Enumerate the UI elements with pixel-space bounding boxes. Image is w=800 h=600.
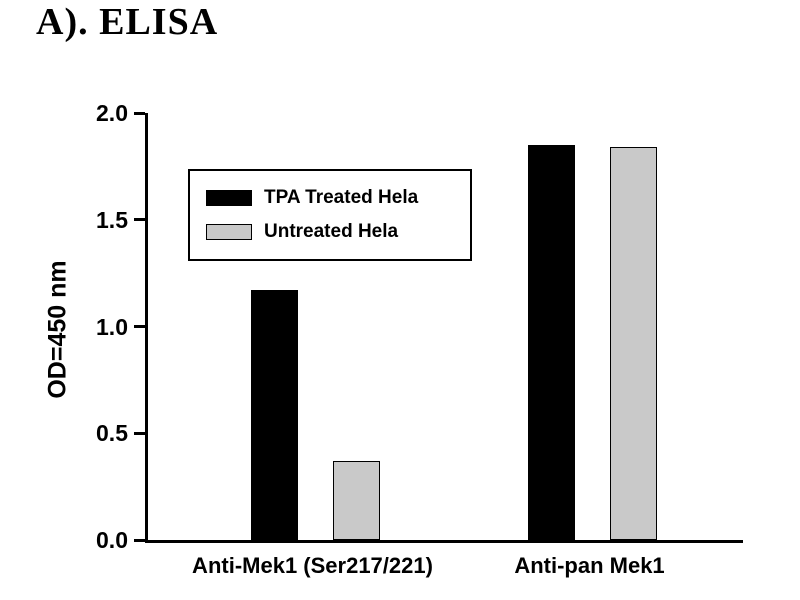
bar-untreated-hela-anti-pan-mek1	[610, 147, 657, 540]
legend-entry-tpa-treated-hela: TPA Treated Hela	[206, 187, 454, 209]
bar-tpa-treated-hela-anti-mek1-ser217-221	[251, 290, 298, 540]
y-tick-label-1: 0.5	[96, 420, 128, 447]
bar-tpa-treated-hela-anti-pan-mek1	[528, 145, 575, 540]
y-axis-label: OD=450 nm	[43, 260, 72, 399]
legend-entry-untreated-hela: Untreated Hela	[206, 221, 454, 243]
legend-swatch-untreated-hela	[206, 224, 252, 240]
y-tick-mark-2	[134, 325, 145, 328]
y-tick-mark-1	[134, 431, 145, 435]
x-category-label-anti-pan-mek1: Anti-pan Mek1	[514, 553, 665, 578]
plot-area: TPA Treated Hela Untreated Hela 0.0 0.5 1.0…	[96, 102, 743, 552]
legend-swatch-tpa-treated-hela	[206, 190, 252, 206]
x-category-label-anti-mek1-ser217-221: Anti-Mek1 (Ser217/221)	[192, 553, 433, 578]
legend: TPA Treated Hela Untreated Hela	[188, 169, 472, 261]
y-tick-mark-3	[134, 218, 145, 222]
y-tick-label-4: 2.0	[96, 100, 128, 126]
legend-label: Untreated Hela	[264, 221, 399, 242]
legend-label: TPA Treated Hela	[264, 187, 419, 208]
y-tick-mark-0	[134, 538, 145, 542]
figure-title: A). ELISA	[36, 1, 219, 43]
bar-untreated-hela-anti-mek1-ser217-221	[333, 461, 380, 540]
y-tick-label-2: 1.0	[96, 313, 128, 340]
y-tick-mark-4	[134, 111, 145, 115]
y-tick-label-0: 0.0	[96, 527, 128, 553]
y-tick-label-3: 1.5	[96, 206, 128, 233]
